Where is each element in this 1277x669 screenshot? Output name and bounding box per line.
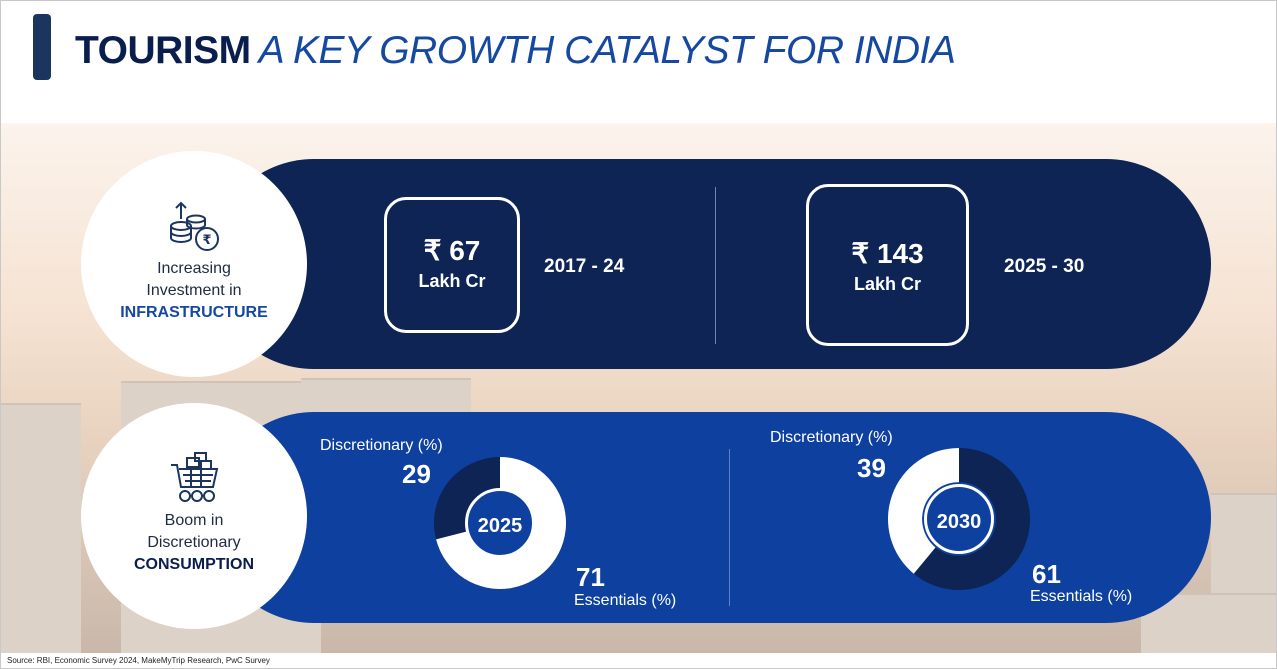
donut-year-2030: 2030 (924, 484, 994, 554)
discretionary-segment (888, 448, 959, 574)
coins-rupee-icon: ₹ (170, 201, 219, 251)
divider (729, 449, 730, 606)
investment-value: ₹ 67 (423, 235, 481, 266)
investment-value-box-1: ₹ 67 Lakh Cr (384, 197, 520, 333)
title-bold: TOURISM (75, 29, 251, 72)
investment-value-box-2: ₹ 143 Lakh Cr (806, 184, 969, 346)
discretionary-value-2030: 39 (857, 453, 886, 483)
investment-unit: Lakh Cr (418, 271, 486, 291)
divider (715, 187, 716, 344)
consumption-label-strong: CONSUMPTION (134, 556, 254, 573)
building-shape (1, 403, 81, 653)
consumption-label-line1: Boom in (164, 512, 224, 529)
svg-text:₹: ₹ (202, 233, 211, 248)
investment-period-2: 2025 - 30 (1004, 256, 1085, 277)
infrastructure-label-line1: Increasing (157, 260, 231, 277)
infrastructure-label-line2: Investment in (146, 282, 242, 299)
title-italic: A KEY GROWTH CATALYST FOR INDIA (258, 29, 956, 72)
investment-unit: Lakh Cr (853, 274, 922, 294)
infrastructure-panel (209, 159, 1211, 369)
discretionary-value-2025: 29 (402, 459, 431, 489)
consumption-label-line2: Discretionary (147, 534, 241, 551)
essentials-value-2025: 71 (576, 562, 605, 592)
title-accent-bar (33, 14, 51, 80)
discretionary-segment (434, 457, 500, 540)
donut-chart-2025 (434, 457, 566, 589)
consumption-panel (209, 412, 1211, 623)
essentials-label-2025: Essentials (%) (574, 592, 677, 609)
essentials-value-2030: 61 (1032, 559, 1061, 589)
discretionary-label-2025: Discretionary (%) (320, 437, 443, 454)
investment-value: ₹ 143 (851, 238, 924, 269)
page-title: TOURISM A KEY GROWTH CATALYST FOR INDIA (75, 29, 956, 73)
essentials-segment (436, 457, 566, 589)
consumption-badge: Boom in Discretionary CONSUMPTION (81, 403, 307, 629)
investment-period-1: 2017 - 24 (544, 256, 625, 277)
infrastructure-label-strong: INFRASTRUCTURE (120, 304, 268, 321)
shopping-cart-icon (171, 452, 219, 502)
donut-chart-2030 (888, 448, 1030, 590)
source-note: Source: RBI, Economic Survey 2024, MakeM… (7, 656, 270, 665)
discretionary-label-2030: Discretionary (%) (770, 429, 893, 446)
essentials-segment (913, 448, 1030, 590)
infrastructure-badge: ₹ Increasing Investment in INFRASTRUCTUR… (81, 151, 307, 377)
donut-year-2025: 2025 (465, 488, 535, 558)
essentials-label-2030: Essentials (%) (1030, 588, 1133, 605)
